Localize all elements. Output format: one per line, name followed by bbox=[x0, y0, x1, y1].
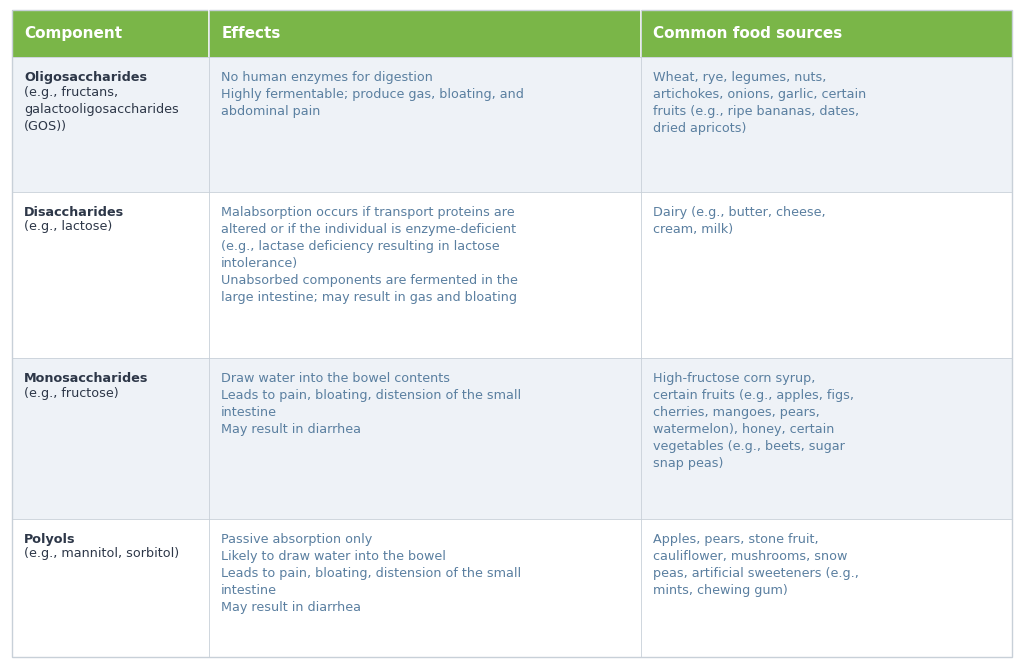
Text: Passive absorption only
Likely to draw water into the bowel
Leads to pain, bloat: Passive absorption only Likely to draw w… bbox=[221, 533, 521, 614]
Text: Dairy (e.g., butter, cheese,
cream, milk): Dairy (e.g., butter, cheese, cream, milk… bbox=[653, 206, 825, 236]
Text: Apples, pears, stone fruit,
cauliflower, mushrooms, snow
peas, artificial sweete: Apples, pears, stone fruit, cauliflower,… bbox=[653, 533, 859, 597]
Text: (e.g., fructose): (e.g., fructose) bbox=[25, 387, 119, 400]
Bar bbox=[209, 518, 641, 657]
Bar bbox=[209, 192, 641, 358]
Text: Draw water into the bowel contents
Leads to pain, bloating, distension of the sm: Draw water into the bowel contents Leads… bbox=[221, 372, 521, 436]
Text: Wheat, rye, legumes, nuts,
artichokes, onions, garlic, certain
fruits (e.g., rip: Wheat, rye, legumes, nuts, artichokes, o… bbox=[653, 71, 866, 135]
Bar bbox=[12, 192, 209, 358]
Bar bbox=[209, 57, 641, 192]
Bar bbox=[12, 10, 209, 57]
Bar bbox=[12, 518, 209, 657]
Bar bbox=[641, 57, 1012, 192]
Text: Malabsorption occurs if transport proteins are
altered or if the individual is e: Malabsorption occurs if transport protei… bbox=[221, 206, 518, 304]
Text: (e.g., mannitol, sorbitol): (e.g., mannitol, sorbitol) bbox=[25, 547, 179, 560]
Text: No human enzymes for digestion
Highly fermentable; produce gas, bloating, and
ab: No human enzymes for digestion Highly fe… bbox=[221, 71, 524, 119]
Bar bbox=[641, 192, 1012, 358]
Bar bbox=[641, 10, 1012, 57]
Text: Component: Component bbox=[25, 26, 123, 41]
Bar bbox=[641, 518, 1012, 657]
Text: Polyols: Polyols bbox=[25, 533, 76, 546]
Bar bbox=[12, 358, 209, 518]
Text: Effects: Effects bbox=[221, 26, 281, 41]
Bar bbox=[12, 57, 209, 192]
Bar bbox=[209, 358, 641, 518]
Text: Monosaccharides: Monosaccharides bbox=[25, 372, 148, 386]
Text: Common food sources: Common food sources bbox=[653, 26, 842, 41]
Text: High-fructose corn syrup,
certain fruits (e.g., apples, figs,
cherries, mangoes,: High-fructose corn syrup, certain fruits… bbox=[653, 372, 854, 470]
Bar bbox=[209, 10, 641, 57]
Text: Disaccharides: Disaccharides bbox=[25, 206, 124, 219]
Text: (e.g., lactose): (e.g., lactose) bbox=[25, 220, 113, 233]
Bar bbox=[641, 358, 1012, 518]
Text: (e.g., fructans,
galactooligosaccharides
(GOS)): (e.g., fructans, galactooligosaccharides… bbox=[25, 86, 179, 133]
Text: Oligosaccharides: Oligosaccharides bbox=[25, 71, 147, 85]
